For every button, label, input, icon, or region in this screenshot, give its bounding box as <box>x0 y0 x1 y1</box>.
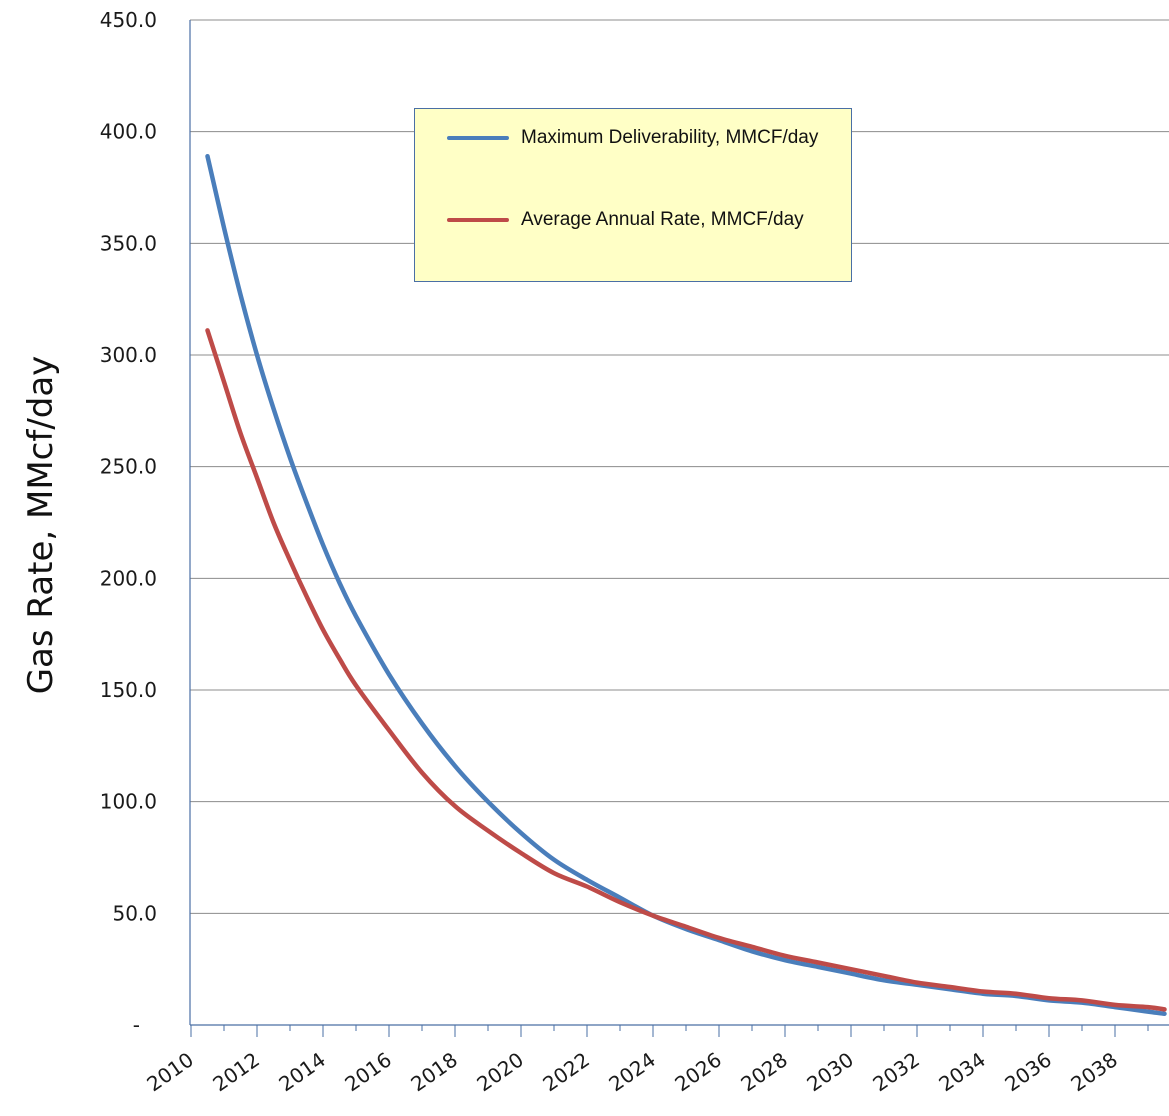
y-tick-label-5: 250.0 <box>100 455 157 479</box>
legend-item-max-deliverability: Maximum Deliverability, MMCF/day <box>447 125 821 150</box>
series-line-0 <box>205 153 1167 1017</box>
x-tick-label-2036: 2036 <box>1000 1047 1055 1096</box>
axes <box>189 20 1169 1037</box>
chart-legend: Maximum Deliverability, MMCF/day Average… <box>414 108 852 282</box>
x-tick-label-2016: 2016 <box>340 1047 395 1096</box>
y-axis-label: Gas Rate, MMcf/day <box>21 356 61 695</box>
x-tick-label-2034: 2034 <box>934 1047 989 1096</box>
series-lines <box>205 153 1167 1017</box>
y-tick-label-1: 50.0 <box>112 901 157 925</box>
x-tick-label-2018: 2018 <box>406 1047 461 1096</box>
legend-item-average-annual-rate: Average Annual Rate, MMCF/day <box>447 207 821 232</box>
y-tick-label-2: 100.0 <box>100 790 157 814</box>
x-tick-label-2014: 2014 <box>274 1047 329 1096</box>
x-tick-labels: 2010 2012 2014 2016 2018 2020 2022 2024 2026 2028… <box>142 1047 1121 1096</box>
y-tick-label-9: 450.0 <box>100 8 157 32</box>
y-tick-label-3: 150.0 <box>100 678 157 702</box>
y-tick-label-6: 300.0 <box>100 343 157 367</box>
y-tick-label-0: - <box>133 1013 140 1037</box>
x-tick-label-2038: 2038 <box>1066 1047 1121 1096</box>
x-tick-label-2028: 2028 <box>736 1047 791 1096</box>
x-tick-label-2020: 2020 <box>472 1047 527 1096</box>
y-tick-label-7: 350.0 <box>100 231 157 255</box>
x-tick-label-2022: 2022 <box>538 1047 593 1096</box>
legend-label-average-annual-rate: Average Annual Rate, MMCF/day <box>521 209 804 230</box>
legend-swatch-average-annual-rate <box>447 218 509 222</box>
x-tick-label-2010: 2010 <box>142 1047 197 1096</box>
gridlines <box>190 19 1169 914</box>
legend-swatch-max-deliverability <box>447 136 509 140</box>
x-tick-label-2026: 2026 <box>670 1047 725 1096</box>
x-tick-label-2032: 2032 <box>868 1047 923 1096</box>
legend-label-max-deliverability: Maximum Deliverability, MMCF/day <box>521 127 819 148</box>
x-tick-label-2024: 2024 <box>604 1047 659 1096</box>
y-tick-label-8: 400.0 <box>100 120 157 144</box>
x-tick-label-2030: 2030 <box>802 1047 857 1096</box>
y-tick-label-4: 200.0 <box>100 566 157 590</box>
y-tick-labels: - 50.0 100.0 150.0 200.0 250.0 300.0 350.0 400.0… <box>100 8 157 1037</box>
series-line-1 <box>205 328 1167 1012</box>
x-tick-label-2012: 2012 <box>208 1047 263 1096</box>
